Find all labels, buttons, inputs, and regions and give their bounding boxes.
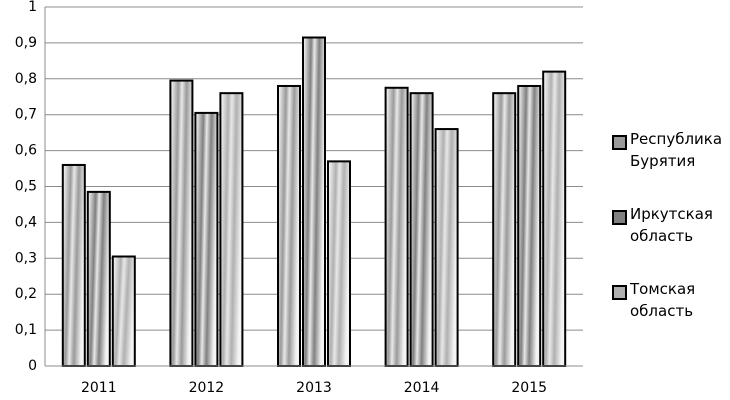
legend-label: Иркутская область: [630, 205, 713, 245]
y-tick-label: 1: [28, 0, 37, 15]
bar: [542, 70, 567, 368]
bar: [219, 92, 244, 367]
x-tick-label: 2012: [189, 380, 225, 396]
bar: [517, 84, 542, 367]
bar: [434, 128, 459, 367]
x-tick-label: 2015: [511, 380, 547, 396]
y-tick-label: 0,2: [15, 286, 37, 302]
y-tick-label: 0,3: [15, 250, 37, 266]
x-tick-label: 2013: [296, 380, 332, 396]
bar: [492, 92, 517, 367]
x-tick-label: 2014: [404, 380, 440, 396]
bar: [302, 36, 326, 367]
x-tick-label: 2011: [81, 380, 117, 396]
legend-label: Республика Бурятия: [630, 130, 723, 170]
bar: [194, 111, 219, 367]
y-tick-label: 0,6: [15, 143, 37, 159]
bar: [169, 79, 194, 367]
legend-swatch: [612, 210, 627, 225]
bar: [409, 92, 434, 367]
bar: [86, 190, 111, 367]
y-tick-label: 0,7: [15, 107, 37, 123]
y-tick-label: 0,9: [15, 35, 37, 51]
bar: [384, 86, 409, 368]
y-tick-label: 0,4: [15, 214, 37, 230]
bar: [111, 255, 136, 368]
legend-label: Томская область: [630, 280, 696, 320]
legend-swatch: [612, 135, 627, 150]
bar: [61, 163, 86, 367]
y-tick-label: 0,1: [15, 322, 37, 338]
y-tick-label: 0,5: [15, 179, 37, 195]
bar: [327, 160, 351, 367]
y-tick-label: 0,8: [15, 71, 37, 87]
legend-swatch: [612, 285, 627, 300]
bar: [277, 84, 301, 367]
y-tick-label: 0: [28, 358, 37, 374]
